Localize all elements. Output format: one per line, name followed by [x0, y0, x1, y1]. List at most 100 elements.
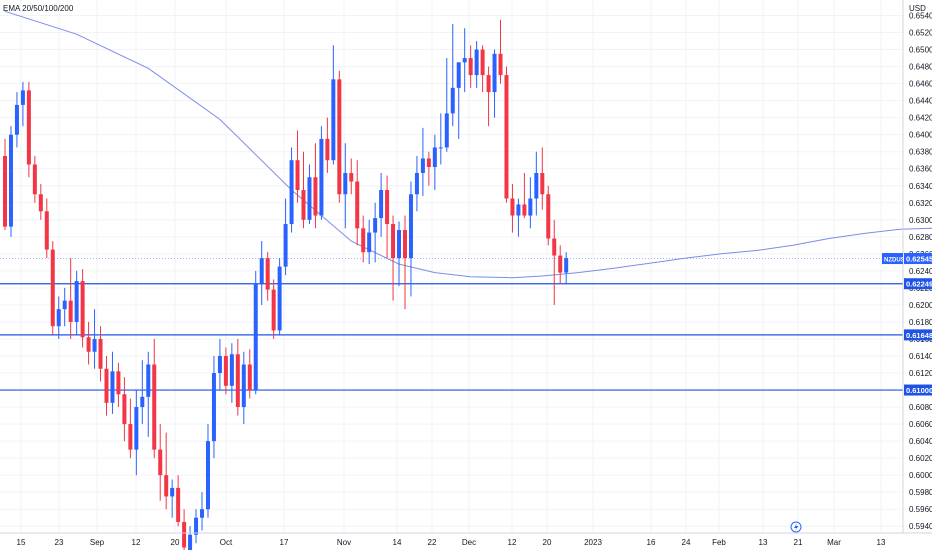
- candle[interactable]: [558, 245, 563, 284]
- candle[interactable]: [146, 351, 151, 437]
- candle[interactable]: [152, 338, 157, 459]
- candle[interactable]: [450, 24, 455, 127]
- candle[interactable]: [98, 326, 103, 382]
- candle[interactable]: [253, 270, 258, 395]
- candle[interactable]: [188, 526, 193, 550]
- candle[interactable]: [223, 347, 228, 395]
- candle[interactable]: [26, 81, 31, 178]
- candle[interactable]: [62, 287, 67, 327]
- candle[interactable]: [170, 479, 175, 518]
- candle[interactable]: [74, 270, 79, 335]
- candle[interactable]: [110, 351, 115, 414]
- candle[interactable]: [122, 377, 127, 442]
- candle[interactable]: [92, 309, 97, 369]
- candle[interactable]: [200, 492, 205, 531]
- candle[interactable]: [468, 45, 473, 88]
- candle[interactable]: [498, 19, 503, 84]
- candle[interactable]: [564, 252, 569, 285]
- candle[interactable]: [182, 509, 187, 550]
- candle[interactable]: [86, 321, 91, 365]
- candle[interactable]: [80, 269, 85, 348]
- candle[interactable]: [373, 202, 378, 263]
- candle[interactable]: [68, 258, 73, 339]
- candle[interactable]: [301, 151, 306, 229]
- candle[interactable]: [313, 143, 318, 229]
- candle[interactable]: [552, 219, 557, 305]
- candle[interactable]: [56, 296, 61, 339]
- candle[interactable]: [307, 164, 312, 225]
- candle[interactable]: [462, 28, 467, 93]
- candle[interactable]: [438, 113, 443, 165]
- candle[interactable]: [140, 360, 145, 425]
- ema-line[interactable]: [4, 10, 932, 279]
- candle[interactable]: [408, 181, 413, 297]
- candle[interactable]: [205, 424, 210, 518]
- candle[interactable]: [241, 351, 246, 425]
- candle[interactable]: [528, 177, 533, 229]
- candle[interactable]: [510, 184, 515, 233]
- candle[interactable]: [247, 349, 252, 399]
- candle[interactable]: [217, 338, 222, 391]
- candle[interactable]: [331, 45, 336, 165]
- candle[interactable]: [540, 147, 545, 210]
- candle[interactable]: [391, 215, 396, 301]
- candle[interactable]: [295, 130, 300, 203]
- candle[interactable]: [397, 221, 402, 287]
- candle[interactable]: [20, 81, 25, 127]
- candle[interactable]: [546, 185, 551, 246]
- candle[interactable]: [194, 509, 199, 544]
- candle[interactable]: [50, 241, 55, 335]
- candle[interactable]: [8, 126, 13, 237]
- candle[interactable]: [379, 172, 384, 237]
- indicator-title[interactable]: EMA 20/50/100/200: [3, 4, 74, 13]
- candle[interactable]: [385, 175, 390, 259]
- candle[interactable]: [504, 66, 509, 203]
- lightning-icon[interactable]: [790, 521, 802, 533]
- candle[interactable]: [534, 151, 539, 216]
- candle[interactable]: [426, 151, 431, 186]
- candle[interactable]: [38, 184, 43, 220]
- candle[interactable]: [128, 398, 133, 459]
- candle[interactable]: [271, 279, 276, 339]
- candle[interactable]: [402, 215, 407, 310]
- candle[interactable]: [516, 198, 521, 237]
- candle[interactable]: [277, 258, 282, 335]
- candle[interactable]: [486, 66, 491, 127]
- candle[interactable]: [319, 126, 324, 220]
- candle[interactable]: [235, 338, 240, 416]
- candle[interactable]: [325, 117, 330, 173]
- candle[interactable]: [104, 355, 109, 416]
- candle[interactable]: [414, 155, 419, 212]
- candle[interactable]: [492, 49, 497, 118]
- candle[interactable]: [474, 41, 479, 88]
- candle[interactable]: [420, 127, 425, 196]
- candle[interactable]: [283, 198, 288, 276]
- candle[interactable]: [164, 432, 169, 510]
- candle[interactable]: [367, 219, 372, 265]
- candle[interactable]: [229, 343, 234, 403]
- candle[interactable]: [355, 160, 360, 246]
- candle[interactable]: [432, 134, 437, 191]
- candle[interactable]: [176, 475, 181, 527]
- candle[interactable]: [343, 143, 348, 229]
- candle[interactable]: [456, 62, 461, 139]
- candle[interactable]: [116, 362, 121, 408]
- candle[interactable]: [480, 45, 485, 93]
- candle-body: [38, 194, 43, 212]
- candle[interactable]: [3, 138, 7, 231]
- candle[interactable]: [211, 355, 216, 459]
- candle[interactable]: [361, 215, 366, 263]
- candle[interactable]: [265, 252, 270, 301]
- candle[interactable]: [259, 241, 264, 305]
- candle[interactable]: [349, 158, 354, 195]
- candle[interactable]: [444, 58, 449, 152]
- candle[interactable]: [14, 92, 19, 148]
- candle[interactable]: [134, 390, 139, 476]
- candle[interactable]: [337, 70, 342, 203]
- candle[interactable]: [522, 172, 527, 219]
- candle[interactable]: [289, 147, 294, 233]
- candle[interactable]: [32, 155, 37, 203]
- time-axis[interactable]: 15 23 Sep 12 20 Oct 17 Nov 14 22 Dec 12 20 2023 16 24 Fe…: [17, 538, 886, 547]
- candle[interactable]: [44, 198, 49, 259]
- candle[interactable]: [158, 424, 163, 501]
